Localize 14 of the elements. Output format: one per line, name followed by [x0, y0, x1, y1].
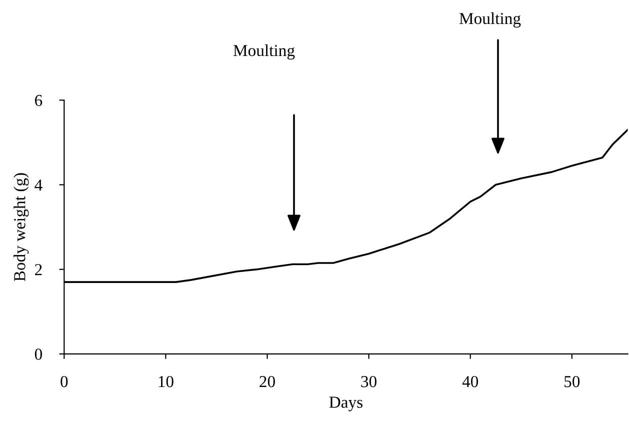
x-tick-label: 50 [564, 376, 580, 388]
y-tick-label: 0 [34, 348, 42, 360]
x-tick-label: 10 [158, 376, 174, 388]
x-tick-label: 30 [361, 376, 376, 388]
x-tick-label: 40 [462, 376, 478, 388]
y-tick-label: 4 [34, 180, 42, 191]
text: Moulting [459, 12, 521, 28]
x-tick-label: 20 [260, 376, 275, 388]
y-tick-label: 6 [35, 94, 42, 106]
x-tick-label: 0 [60, 376, 68, 388]
text: Moulting [233, 44, 295, 60]
y-axis-title: Body weight (g) [14, 173, 29, 282]
x-axis-title: Days [329, 396, 362, 412]
y-tick-label: 2 [35, 264, 42, 276]
